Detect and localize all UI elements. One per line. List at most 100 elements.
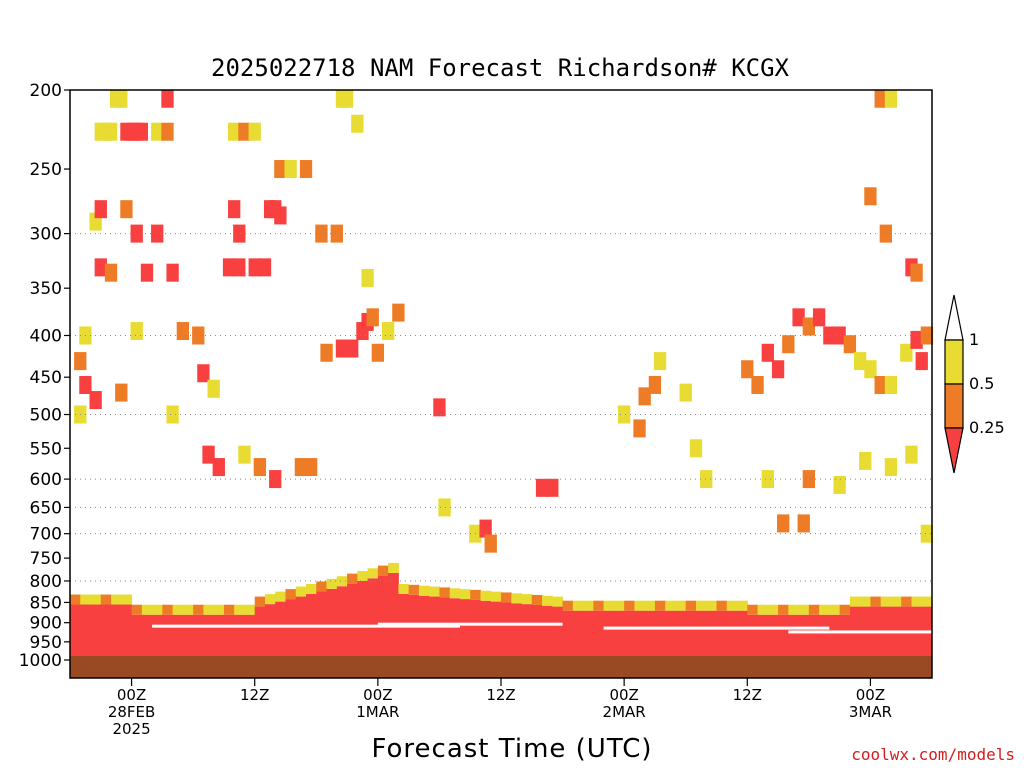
- fringe-cell: [162, 604, 174, 615]
- fringe-cell: [336, 576, 348, 587]
- stable-layer-cell: [490, 601, 502, 656]
- fringe-cell: [90, 594, 102, 605]
- stable-layer-cell: [778, 614, 789, 656]
- stable-layer-cell: [788, 614, 800, 656]
- ri-cell: [228, 122, 241, 141]
- stable-layer-cell: [521, 604, 533, 656]
- ri-cell: [222, 258, 236, 277]
- ri-cell: [479, 519, 492, 538]
- fringe-cell: [203, 604, 215, 615]
- stable-layer-cell: [634, 610, 646, 656]
- stable-layer-cell: [193, 614, 204, 656]
- fringe-cell: [470, 589, 481, 600]
- fringe-cell: [70, 594, 81, 605]
- ri-cell: [135, 122, 148, 141]
- stable-layer-cell: [131, 614, 143, 656]
- ri-cell: [679, 383, 692, 402]
- ri-cell: [228, 200, 241, 219]
- ri-cell: [79, 375, 92, 394]
- fringe-cell: [849, 596, 861, 607]
- x-tick-label: 2025: [112, 720, 150, 738]
- stable-layer-cell: [326, 588, 338, 656]
- ri-cell: [802, 317, 816, 336]
- ri-cell: [915, 352, 928, 371]
- stable-layer-cell: [357, 580, 369, 656]
- x-tick-label: 3MAR: [849, 703, 892, 721]
- stable-layer-cell: [726, 610, 738, 656]
- stable-layer-cell: [716, 610, 728, 656]
- ri-cell: [381, 322, 395, 341]
- stable-layer-cell: [377, 575, 389, 656]
- fringe-cell: [562, 600, 574, 611]
- ri-cell: [771, 360, 785, 379]
- ri-cell: [315, 224, 328, 243]
- ri-cell: [151, 122, 164, 141]
- fringe-cell: [357, 570, 369, 581]
- ri-cell: [812, 308, 826, 327]
- stable-layer-cell: [695, 610, 707, 656]
- stable-layer-cell: [531, 604, 543, 656]
- fringe-cell: [439, 587, 451, 598]
- stable-layer-cell: [572, 610, 584, 656]
- x-tick-label: 00Z: [363, 686, 392, 704]
- ri-cell: [197, 364, 210, 383]
- ri-cell: [392, 303, 405, 322]
- fringe-cell: [767, 604, 779, 615]
- y-tick-label: 200: [30, 81, 62, 101]
- stable-layer-cell: [275, 601, 286, 656]
- fringe-cell: [429, 586, 440, 597]
- y-tick-label: 650: [30, 498, 62, 518]
- ri-cell: [910, 263, 923, 282]
- ri-cell: [864, 187, 877, 206]
- stable-layer-cell: [767, 614, 779, 656]
- ri-cell: [335, 339, 349, 358]
- fringe-cell: [398, 584, 410, 595]
- y-tick-label: 600: [30, 470, 62, 490]
- ri-cell: [161, 122, 174, 141]
- stable-layer-cell: [819, 614, 830, 656]
- stable-layer-cell: [213, 614, 225, 656]
- fringe-cell: [552, 596, 564, 607]
- streak-cell: [377, 622, 563, 626]
- ri-cell: [130, 322, 143, 341]
- stable-layer-cell: [757, 614, 769, 656]
- fringe-cell: [501, 592, 512, 603]
- ri-cell: [346, 339, 359, 358]
- colorbar: 1 0.5 0.25: [944, 294, 1005, 474]
- fringe-cell: [111, 594, 122, 605]
- fringe-cell: [901, 596, 912, 607]
- ri-cell: [433, 398, 446, 417]
- ri-cell: [120, 200, 133, 219]
- ri-cell: [104, 263, 118, 282]
- ri-cell: [284, 160, 297, 179]
- ri-cell: [74, 352, 87, 371]
- x-tick-label: 28FEB: [108, 703, 155, 721]
- stable-layer-cell: [459, 599, 471, 656]
- stable-layer-cell: [654, 610, 666, 656]
- stable-layer-cell: [70, 604, 81, 656]
- fringe-cell: [326, 578, 338, 589]
- fringe-cell: [306, 584, 317, 595]
- stable-layer-cell: [593, 610, 605, 656]
- fringe-cell: [388, 562, 399, 573]
- ri-cell: [340, 89, 354, 108]
- ri-cell: [638, 387, 651, 406]
- ri-cell: [248, 258, 261, 277]
- ri-cell: [94, 258, 107, 277]
- fringe-cell: [377, 565, 389, 576]
- fringe-cell: [285, 589, 297, 600]
- ri-cell: [782, 335, 795, 354]
- ri-cell: [833, 326, 846, 345]
- ri-cell: [115, 89, 128, 108]
- ri-cell: [843, 335, 857, 354]
- ri-cell: [884, 375, 898, 394]
- fringe-cell: [583, 600, 594, 611]
- fringe-cell: [193, 604, 204, 615]
- stable-layer-cell: [624, 610, 635, 656]
- ri-cell: [859, 451, 872, 470]
- fringe-cell: [182, 604, 194, 615]
- ri-cell: [751, 375, 764, 394]
- ri-cell: [151, 224, 164, 243]
- fringe-cell: [757, 604, 769, 615]
- fringe-cell: [890, 596, 902, 607]
